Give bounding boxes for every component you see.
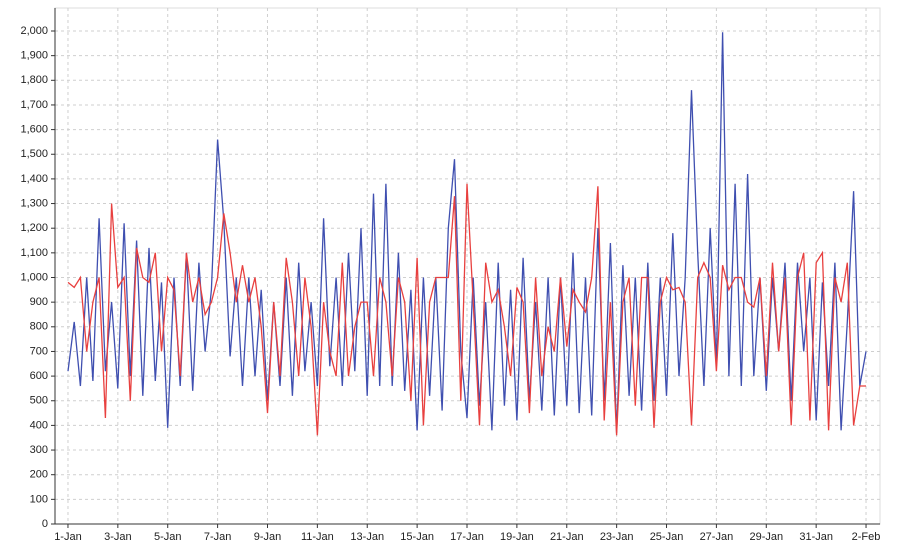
x-tick-label: 7-Jan [204,531,232,543]
x-tick-label: 15-Jan [400,531,434,543]
y-tick-label: 1,100 [20,247,48,259]
y-tick-label: 1,600 [20,124,48,136]
series-line [67,183,866,436]
x-tick-label: 1-Jan [54,531,82,543]
y-tick-label: 600 [30,370,48,382]
y-tick-label: 1,300 [20,197,48,209]
y-tick-label: 800 [30,321,48,333]
x-tick-label: 5-Jan [154,531,182,543]
y-tick-label: 1,200 [20,222,48,234]
y-tick-label: 100 [30,493,48,505]
y-tick-label: 700 [30,345,48,357]
x-tick-label: 11-Jan [301,531,334,543]
x-tick-label: 27-Jan [700,531,734,543]
x-tick-label: 19-Jan [500,531,534,543]
y-tick-label: 200 [30,469,48,481]
y-tick-label: 1,500 [20,148,48,160]
y-tick-label: 1,800 [20,74,48,86]
y-tick-label: 400 [30,419,48,431]
y-tick-label: 1,400 [20,173,48,185]
y-tick-label: 2,000 [20,25,48,37]
x-tick-label: 9-Jan [254,531,282,543]
y-tick-label: 1,000 [20,271,48,283]
y-tick-label: 1,700 [20,99,48,111]
x-tick-label: 3-Jan [104,531,132,543]
y-tick-label: 0 [42,518,48,530]
x-tick-label: 29-Jan [749,531,783,543]
y-tick-label: 300 [30,444,48,456]
y-tick-label: 900 [30,296,48,308]
y-tick-label: 500 [30,395,48,407]
x-tick-label: 17-Jan [450,531,484,543]
x-tick-label: 31-Jan [799,531,833,543]
x-tick-label: 13-Jan [350,531,384,543]
x-tick-label: 23-Jan [600,531,634,543]
x-tick-label: 2-Feb [852,531,881,543]
x-tick-label: 21-Jan [550,531,584,543]
y-tick-label: 1,900 [20,50,48,62]
x-tick-label: 25-Jan [650,531,684,543]
